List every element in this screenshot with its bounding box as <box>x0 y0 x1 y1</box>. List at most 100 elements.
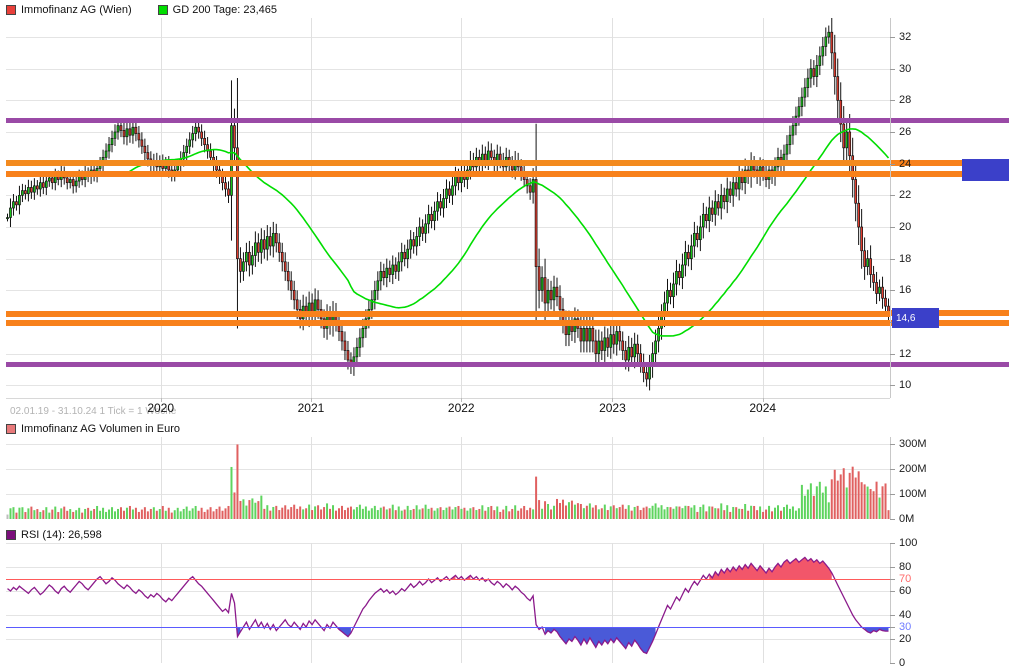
overlay-support-band-upper <box>6 310 890 317</box>
rsi-panel: 0 20 30 40 60 70 80 100 <box>0 537 1009 669</box>
x-axis-line <box>6 398 890 399</box>
volume-plot-area[interactable] <box>6 437 890 519</box>
gridline-vertical <box>311 437 312 519</box>
axis-tick-label: 26 <box>899 126 912 138</box>
volume-legend: Immofinanz AG Volumen in Euro <box>6 421 206 437</box>
rsi-plot-area[interactable] <box>6 543 890 663</box>
price-axis-line <box>890 18 891 398</box>
rsi-legend-entry: RSI (14): 26,598 <box>6 529 102 541</box>
axis-tick-label: 20 <box>899 221 912 233</box>
volume-axis-line <box>890 437 891 519</box>
axis-band-extension-purple <box>890 118 1009 124</box>
axis-tick <box>890 227 895 228</box>
price-series: Immofinanz AG (Wien) <box>6 4 132 16</box>
axis-tick <box>890 627 895 628</box>
axis-tick-label: 16 <box>899 284 912 297</box>
x-axis-label: 2021 <box>297 401 325 415</box>
axis-tick-label: 30 <box>899 621 912 633</box>
rsi-axis-line <box>890 543 891 663</box>
axis-tick <box>890 290 895 292</box>
axis-tick <box>890 543 895 544</box>
overlay-purple-support <box>6 362 890 368</box>
overlay-purple-resistance <box>6 118 890 124</box>
ma200-series-label: GD 200 Tage: 23,465 <box>172 4 278 16</box>
gridline-vertical <box>461 543 462 663</box>
x-axis-tick <box>612 398 614 402</box>
axis-tick-label: 300M <box>899 438 927 451</box>
axis-tick-label: 18 <box>899 252 912 265</box>
axis-tick-label: 100M <box>899 488 927 501</box>
gridline-horizontal <box>6 591 890 592</box>
axis-tick <box>890 591 895 592</box>
volume-legend-entry: Immofinanz AG Volumen in Euro <box>6 423 180 435</box>
axis-tick-label: 80 <box>899 561 912 573</box>
rsi-legend: RSI (14): 26,598 <box>6 527 128 543</box>
axis-tick-label: 20 <box>899 633 912 645</box>
rsi-line <box>7 556 889 655</box>
volume-panel: 0M 100M 200M 300M <box>0 437 1009 527</box>
overlay-resistance-band-upper <box>6 160 890 167</box>
axis-tick-label: 22 <box>899 189 912 202</box>
gridline-vertical <box>612 18 613 398</box>
gridline-vertical <box>161 18 162 398</box>
gridline-horizontal <box>6 385 890 386</box>
price-legend: Immofinanz AG (Wien) GD 200 Tage: 23,465 <box>6 2 303 18</box>
x-axis-tick <box>461 398 463 402</box>
ma200-series-swatch <box>157 5 168 15</box>
axis-tick <box>890 663 895 664</box>
price-candles <box>6 18 890 391</box>
axis-band-extension <box>890 310 1009 317</box>
gridline-horizontal <box>6 227 890 228</box>
gridline-horizontal <box>6 132 890 133</box>
rsi-level-70 <box>6 579 890 580</box>
price-plot-area[interactable] <box>6 18 890 398</box>
price-series-label: Immofinanz AG (Wien) <box>21 4 132 16</box>
volume-legend-entry-label: Immofinanz AG Volumen in Euro <box>21 423 180 435</box>
x-axis-label: 2022 <box>447 401 475 415</box>
gridline-horizontal <box>6 567 890 568</box>
volume-legend-entry-swatch <box>6 424 16 434</box>
axis-tick-label: 70 <box>899 573 912 585</box>
price-x-axis: 2020 2021 2022 2023 2024 <box>6 398 890 416</box>
x-axis-label: 2023 <box>599 401 626 415</box>
axis-tick-label: 28 <box>899 94 912 107</box>
gridline-vertical <box>612 437 613 519</box>
axis-tick <box>890 68 895 70</box>
rsi-legend-entry-label: RSI (14): 26,598 <box>21 529 102 541</box>
gridline-vertical <box>763 18 764 398</box>
axis-tick <box>890 258 895 260</box>
gridline-vertical <box>461 18 462 398</box>
axis-tick-label: 40 <box>899 609 912 621</box>
axis-band-extension <box>890 319 1009 326</box>
gridline-horizontal <box>6 354 890 355</box>
gridline-vertical <box>763 543 764 663</box>
gridline-horizontal <box>6 639 890 640</box>
axis-tick-label: 0 <box>899 657 906 669</box>
x-axis-label: 2024 <box>749 401 777 415</box>
axis-tick-label: 24 <box>899 157 912 170</box>
axis-tick <box>890 639 895 640</box>
x-axis-label: 2020 <box>147 401 175 415</box>
rsi-legend-entry-swatch <box>6 530 16 540</box>
axis-tick-label: 12 <box>899 347 912 360</box>
axis-band-extension <box>890 170 1009 177</box>
x-axis-tick <box>762 398 764 402</box>
gridline-horizontal <box>6 37 890 38</box>
axis-tick <box>890 494 895 496</box>
axis-tick <box>890 132 895 133</box>
x-axis-tick <box>160 398 162 402</box>
volume-y-axis: 0M 100M 200M 300M <box>890 437 1009 525</box>
overlay-support-band-lower <box>6 320 890 327</box>
axis-tick-label: 32 <box>899 31 912 43</box>
axis-tick <box>890 469 895 471</box>
axis-tick <box>890 444 895 446</box>
gridline-horizontal <box>6 494 890 495</box>
axis-tick-label: 10 <box>899 379 912 392</box>
axis-tick <box>890 579 895 580</box>
gridline-vertical <box>311 543 312 663</box>
x-axis-tick <box>310 398 312 402</box>
price-y-axis: 10121416182022242628303214,6 <box>890 18 1009 398</box>
axis-tick-label: 0M <box>899 513 915 525</box>
axis-tick <box>890 100 895 102</box>
axis-tick-label: 100 <box>899 537 918 549</box>
